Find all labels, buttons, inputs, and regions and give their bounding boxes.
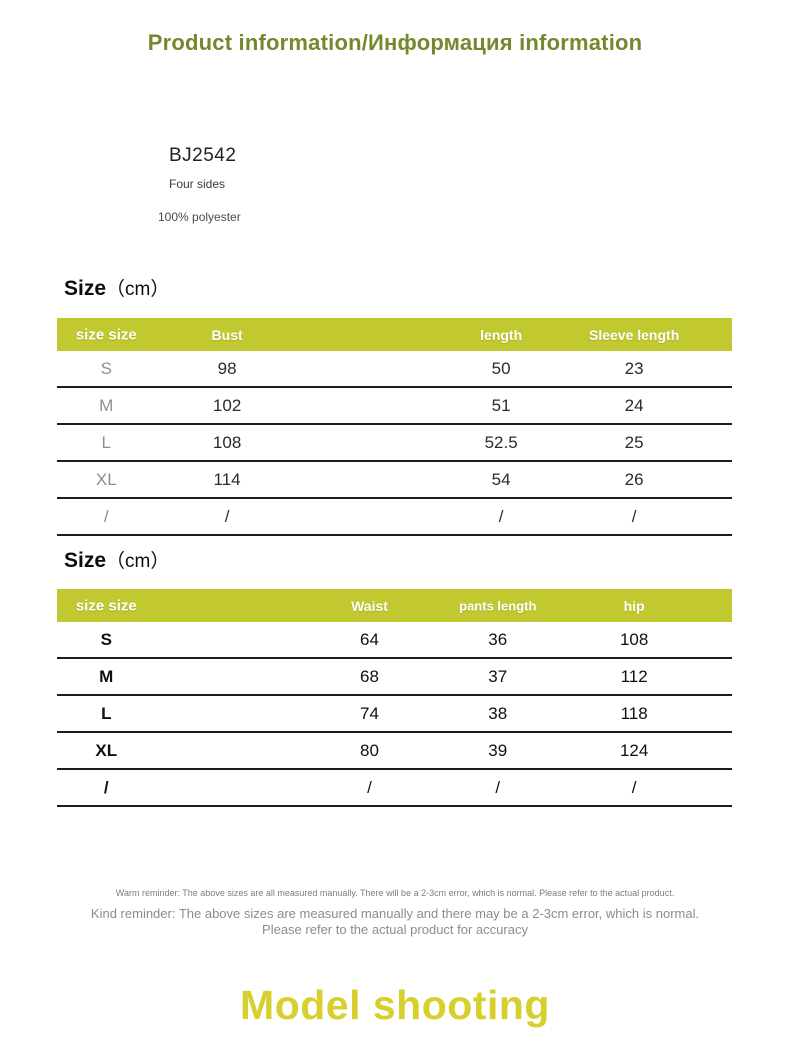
column-header-sleeve-length: Sleeve length [588,326,680,343]
table-header-row: size size Waist pants length hip [57,589,732,622]
column-header-size: size size [75,597,137,614]
value-cell: 39 [488,740,508,760]
product-code: BJ2542 [169,145,237,166]
table-row: S 98 50 23 [57,351,732,388]
warm-reminder-text: Warm reminder: The above sizes are all m… [115,888,675,898]
value-cell: 23 [624,358,644,378]
value-cell: / [367,777,372,797]
value-cell: 26 [624,469,644,489]
value-cell: 37 [488,666,508,686]
size-cell: XL [95,469,117,489]
table-row: M 102 51 24 [57,388,732,425]
value-cell: 68 [360,666,379,686]
column-header-hip: hip [623,597,645,614]
size-table-bottom: size size Waist pants length hip S 64 36… [57,589,732,807]
size-cell: M [99,666,114,686]
kind-reminder-line1: Kind reminder: The above sizes are measu… [90,906,700,921]
product-info: BJ2542 Four sides 100% polyester [158,145,241,224]
value-cell: / [224,506,230,526]
value-cell: 50 [491,358,511,378]
product-style-note: Four sides [169,177,226,191]
value-cell: 108 [212,432,242,452]
size-cell: L [101,432,111,452]
value-cell: 80 [360,740,379,760]
size-heading-label: Size [64,277,107,300]
table-header-row: size size Bust length Sleeve length [57,318,732,351]
value-cell: 24 [624,395,644,415]
column-header-waist: Waist [351,597,388,614]
model-shooting-heading: Model shooting [240,982,550,1028]
size-cell: M [99,395,114,415]
value-cell: 114 [213,469,241,489]
value-cell: / [495,777,501,797]
kind-reminder-text: Kind reminder: The above sizes are measu… [0,906,790,939]
value-cell: 52.5 [484,432,518,452]
table-row: / / / / [57,770,732,807]
size-heading-label: Size [64,549,107,572]
value-cell: 124 [619,740,649,760]
column-header-bust: Bust [211,326,243,343]
value-cell: 118 [620,703,648,723]
value-cell: 64 [360,629,379,649]
size-cell: XL [95,740,118,760]
table-row: M 68 37 112 [57,659,732,696]
value-cell: 112 [620,666,648,686]
size-cell: S [100,629,112,649]
size-cell: S [100,358,112,378]
table-row: S 64 36 108 [57,622,732,659]
table-row: XL 114 54 26 [57,462,732,499]
size-table-top: size size Bust length Sleeve length S 98… [57,318,732,536]
value-cell: / [631,777,637,797]
value-cell: 74 [360,703,379,723]
table-row: XL 80 39 124 [57,733,732,770]
column-header-length: length [480,326,523,343]
product-material: 100% polyester [158,210,241,224]
size-cell: / [103,506,109,526]
value-cell: 98 [217,358,237,378]
column-header-pants-length: pants length [459,598,537,613]
column-header-size: size size [75,326,137,343]
value-cell: 54 [491,469,511,489]
value-cell: 108 [619,629,649,649]
size-cell: / [103,777,109,797]
value-cell: 51 [491,395,511,415]
size-cell: L [101,703,112,723]
kind-reminder-line2: Please refer to the actual product for a… [262,922,528,938]
page-title: Product information/Информация informati… [147,30,643,55]
size-heading-unit: （cm） [106,551,170,572]
value-cell: / [498,506,504,526]
size-heading-bottom: Size（cm） [64,546,169,573]
table-row: L 74 38 118 [57,696,732,733]
value-cell: 102 [212,395,242,415]
size-heading-unit: （cm） [106,279,170,300]
value-cell: 25 [624,432,644,452]
value-cell: / [631,506,637,526]
value-cell: 38 [488,703,508,723]
table-row: / / / / [57,499,732,536]
size-heading-top: Size（cm） [64,274,169,301]
value-cell: 36 [488,629,508,649]
table-row: L 108 52.5 25 [57,425,732,462]
